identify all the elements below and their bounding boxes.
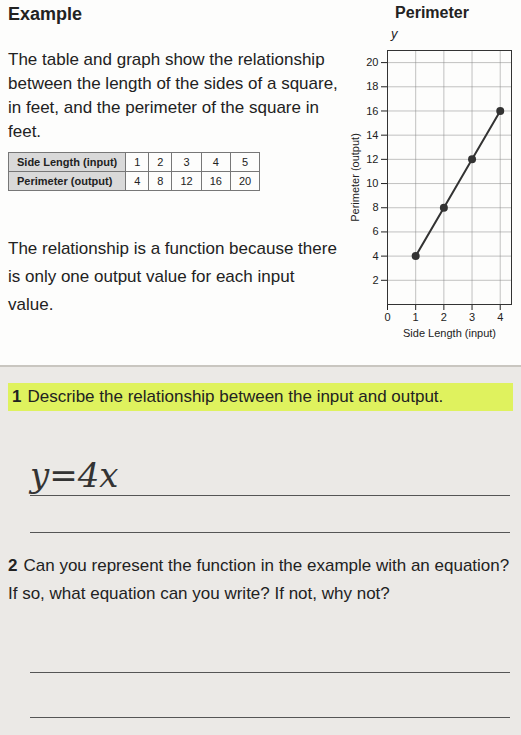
svg-text:20: 20 bbox=[366, 56, 378, 68]
svg-text:6: 6 bbox=[372, 225, 378, 237]
svg-text:18: 18 bbox=[366, 80, 378, 92]
html-text:12: 12 bbox=[180, 175, 193, 187]
html-text:20: 20 bbox=[239, 175, 252, 187]
html-text:The relationship is a function: The relationship is a function because t… bbox=[8, 239, 337, 314]
svg-text:4: 4 bbox=[497, 311, 503, 323]
svg-text:Perimeter (output): Perimeter (output) bbox=[349, 133, 361, 222]
html-text:Side Length (input): Side Length (input) bbox=[17, 156, 118, 168]
html-text:5: 5 bbox=[242, 156, 249, 168]
svg-text:10: 10 bbox=[366, 177, 378, 189]
svg-text:3: 3 bbox=[469, 311, 475, 323]
svg-text:14: 14 bbox=[366, 129, 378, 141]
svg-text:8: 8 bbox=[372, 201, 378, 213]
html-text:2 Can you represent the functi: 2 Can you represent the function in the … bbox=[8, 556, 510, 603]
html-text:The table and graph show the r: The table and graph show the relationshi… bbox=[8, 50, 338, 141]
svg-text:2: 2 bbox=[372, 274, 378, 286]
html-text:16: 16 bbox=[209, 175, 222, 187]
html-text:3: 3 bbox=[183, 156, 190, 168]
svg-text:Side Length (input): Side Length (input) bbox=[403, 327, 496, 339]
html-text:4: 4 bbox=[212, 156, 219, 168]
svg-text:1: 1 bbox=[413, 311, 419, 323]
html-text:Perimeter (output): Perimeter (output) bbox=[17, 175, 113, 187]
svg-text:4: 4 bbox=[372, 250, 378, 262]
svg-text:2: 2 bbox=[441, 311, 447, 323]
svg-text:0: 0 bbox=[384, 311, 390, 323]
html-text:8: 8 bbox=[157, 175, 164, 187]
html-text:1: 1 bbox=[134, 156, 141, 168]
html-text:1 Describe the relationship be: 1 Describe the relationship between the … bbox=[12, 387, 444, 406]
html-text:y=4x: y=4x bbox=[30, 455, 119, 495]
html-text:Example: Example bbox=[8, 4, 82, 24]
html-text:y: y bbox=[391, 26, 398, 41]
html-text:Perimeter: Perimeter bbox=[395, 4, 469, 21]
svg-text:16: 16 bbox=[366, 104, 378, 116]
html-text:4: 4 bbox=[134, 175, 141, 187]
svg-text:12: 12 bbox=[366, 153, 378, 165]
html-text:2: 2 bbox=[157, 156, 164, 168]
